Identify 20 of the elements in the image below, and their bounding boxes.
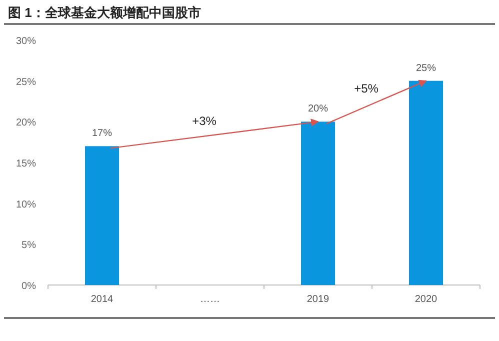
bar	[301, 122, 335, 285]
y-tick-label: 10%	[16, 199, 36, 210]
data-label: 17%	[92, 128, 112, 140]
y-tick-label: 5%	[22, 240, 36, 252]
y-tick-label: 0%	[22, 281, 36, 292]
x-tick-label: 2020	[414, 294, 438, 305]
bar	[85, 146, 119, 285]
x-tick-label: 2019	[306, 294, 330, 305]
annotation: +3%	[192, 114, 217, 128]
data-label: 25%	[416, 62, 436, 74]
y-tick-label: 25%	[16, 76, 36, 88]
x-tick-label: 2014	[90, 294, 114, 305]
chart-title: 图 1：全球基金大额增配中国股市	[8, 5, 201, 20]
y-tick-label: 30%	[16, 36, 36, 47]
x-tick-label: ……	[200, 294, 220, 305]
y-tick-label: 20%	[16, 118, 36, 129]
annotation: +5%	[354, 81, 379, 96]
y-tick-label: 15%	[16, 158, 36, 170]
bar	[409, 80, 443, 285]
data-label: 20%	[308, 104, 328, 115]
